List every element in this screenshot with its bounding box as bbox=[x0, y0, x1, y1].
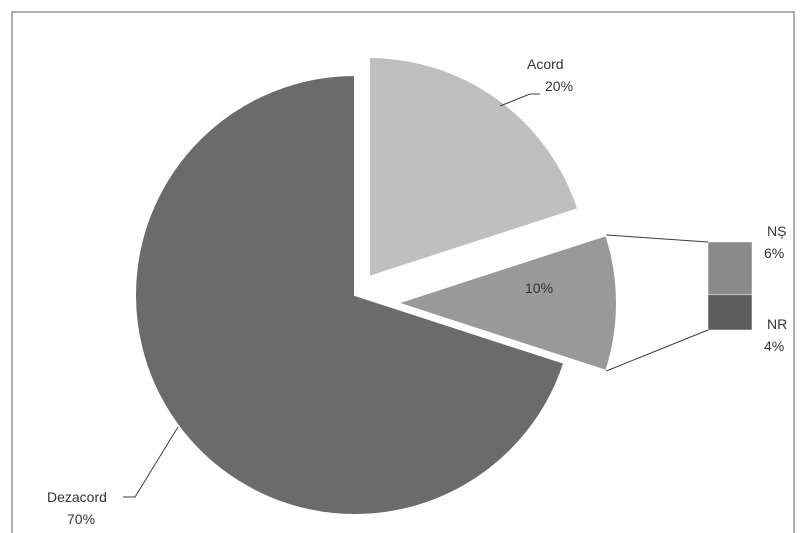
pie-slice-others bbox=[393, 233, 618, 373]
label-nr-name: NR bbox=[767, 316, 787, 332]
connector-lines-group bbox=[123, 93, 709, 498]
detail-bar-group bbox=[707, 241, 753, 331]
label-others-value: 10% bbox=[525, 280, 553, 296]
detail-bar-ns bbox=[707, 241, 753, 296]
label-dezacord-name: Dezacord bbox=[47, 489, 107, 505]
detail-bar-nr bbox=[707, 294, 753, 331]
connector-line-bottom bbox=[606, 329, 709, 372]
pie-slice-acord bbox=[368, 55, 580, 279]
label-ns-value: 6% bbox=[764, 245, 784, 261]
label-dezacord-value: 70% bbox=[67, 511, 95, 527]
pie-slice-dezacord bbox=[134, 73, 566, 516]
main-pie-group bbox=[134, 55, 618, 516]
label-acord-name: Acord bbox=[527, 56, 564, 72]
connector-line-top bbox=[606, 234, 709, 243]
leader-line-dezacord bbox=[123, 426, 179, 498]
label-nr-value: 4% bbox=[764, 338, 784, 354]
label-acord-value: 20% bbox=[545, 78, 573, 94]
label-ns-name: NȘ bbox=[767, 223, 786, 239]
leader-line-acord bbox=[499, 93, 540, 107]
